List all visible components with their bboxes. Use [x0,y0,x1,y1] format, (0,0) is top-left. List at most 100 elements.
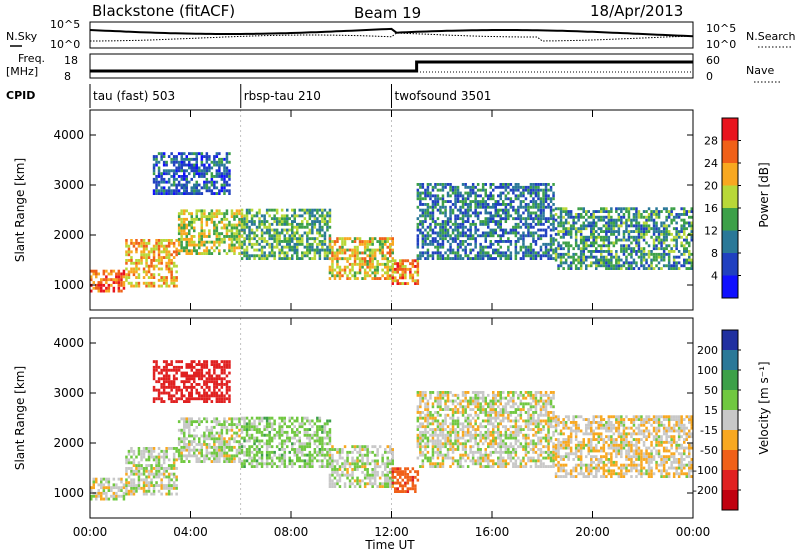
heatmap-cell [291,254,294,258]
heatmap-cell [617,264,621,268]
heatmap-cell [318,231,322,235]
heatmap-cell [311,425,314,429]
heatmap-cell [145,469,148,473]
heatmap-cell [203,454,206,458]
heatmap-cell [451,208,455,212]
heatmap-cell [326,225,329,229]
heatmap-cell [193,445,196,449]
heatmap-cell [346,476,349,480]
heatmap-cell [152,172,156,176]
heatmap-cell [444,433,447,437]
heatmap-cell [557,221,560,225]
heatmap-cell [351,459,354,463]
heatmap-cell [301,251,304,255]
heatmap-cell [353,445,357,449]
heatmap-cell [238,420,241,424]
heatmap-cell [612,255,616,259]
heatmap-cell [504,257,508,260]
heatmap-cell [137,447,141,450]
heatmap-cell [502,228,505,232]
heatmap-cell [444,185,447,189]
heatmap-cell [436,419,440,423]
heatmap-cell [162,449,166,453]
heatmap-cell [507,240,510,243]
heatmap-cell [208,180,211,184]
heatmap-cell [514,245,518,249]
heatmap-cell [235,417,239,421]
heatmap-cell [122,286,126,290]
heatmap-cell [223,443,226,446]
heatmap-cell [215,155,219,158]
heatmap-cell [160,239,163,242]
heatmap-cell [444,405,447,409]
heatmap-cell [363,262,367,266]
heatmap-cell [610,224,613,228]
heatmap-cell [213,212,216,216]
heatmap-cell [557,230,560,233]
heatmap-cell [183,448,186,452]
heatmap-cell [117,286,121,290]
heatmap-cell [280,251,284,255]
heatmap-cell [602,224,606,228]
heatmap-cell [680,241,683,245]
heatmap-cell [449,257,452,260]
heatmap-cell [577,261,580,265]
heatmap-cell [502,234,505,238]
heatmap-cell [559,255,563,259]
heatmap-cell [353,274,357,278]
heatmap-cell [600,244,603,248]
heatmap-cell [308,217,312,221]
heatmap-cell [637,215,641,219]
heatmap-cell [137,449,141,453]
heatmap-cell [235,440,239,444]
heatmap-cell [605,227,608,231]
heatmap-cell [529,231,533,235]
heatmap-cell [298,257,301,260]
heatmap-cell [605,255,608,259]
heatmap-cell [145,259,148,262]
heatmap-cell [436,242,440,246]
heatmap-cell [650,235,653,239]
heatmap-cell [416,257,420,260]
heatmap-cell [529,205,533,209]
heatmap-cell [675,255,678,259]
heatmap-cell [125,276,128,279]
heatmap-cell [167,259,171,262]
heatmap-cell [220,212,224,216]
heatmap-cell [373,470,377,474]
heatmap-cell [130,484,133,487]
heatmap-cell [328,482,332,486]
heatmap-cell [414,487,417,491]
heatmap-cell [132,284,136,288]
heatmap-cell [514,234,518,238]
heatmap-cell [426,422,430,426]
heatmap-cell [170,261,173,265]
heatmap-cell [157,469,161,473]
heatmap-cell [147,276,151,279]
heatmap-cell [238,235,241,238]
heatmap-cell [230,417,234,421]
heatmap-cell [208,189,211,193]
heatmap-cell [97,494,100,498]
heatmap-cell [220,217,224,221]
heatmap-cell [228,460,231,463]
heatmap-cell [524,245,528,249]
heatmap-cell [248,445,251,449]
sky-noise-series [89,27,694,38]
heatmap-cell [240,257,244,260]
heatmap-cell [685,235,688,239]
heatmap-cell [188,417,191,421]
heatmap-cell [208,232,211,236]
heatmap-cell [544,242,548,246]
heatmap-cell [258,220,261,223]
heatmap-cell [547,205,550,209]
heatmap-cell [685,267,688,270]
heatmap-cell [125,239,128,242]
heatmap-cell [203,169,206,173]
heatmap-cell [301,448,304,451]
heatmap-cell [672,238,676,242]
heatmap-cell [250,425,254,429]
heatmap-cell [519,257,523,260]
